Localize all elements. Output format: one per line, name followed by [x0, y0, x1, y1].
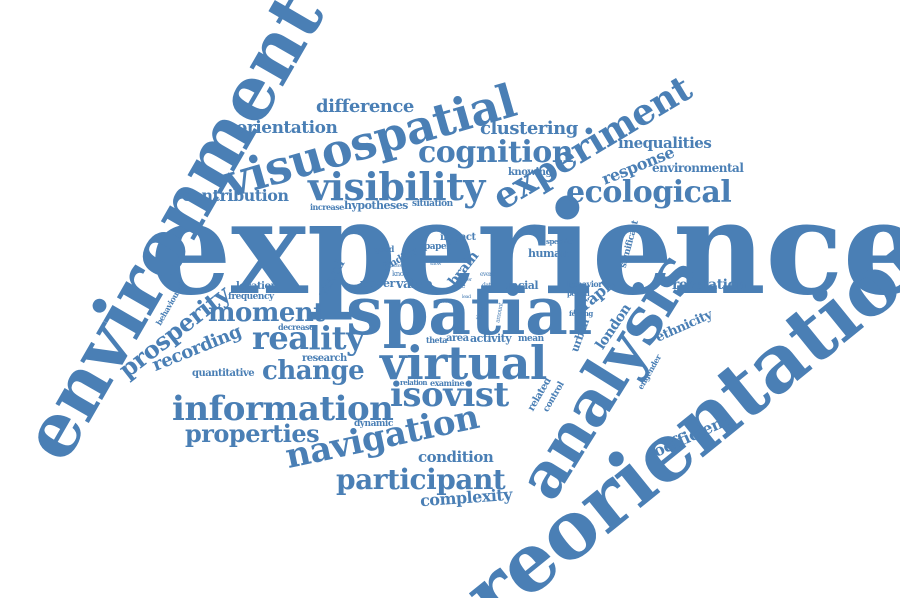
word-research: research [302, 354, 347, 364]
word-difference: difference [316, 98, 414, 116]
word-examine: examine [430, 379, 464, 387]
word-store: store [392, 264, 402, 269]
word-area: area [446, 334, 469, 344]
word-offer: offer [462, 278, 472, 283]
word-power: power [360, 278, 395, 289]
word-orientation: orientation [236, 120, 337, 137]
word-environmental: environmental [652, 162, 743, 174]
word-quantitative: quantitative [192, 369, 254, 379]
word-data: data [482, 283, 493, 289]
word-activity: activity [470, 333, 511, 344]
word-good: good [374, 245, 394, 253]
word-theta: theta [426, 336, 447, 344]
word-situation: situation [412, 200, 453, 209]
word-frequency: frequency [228, 293, 274, 302]
word-racial: racial [506, 280, 538, 291]
word-decrease: decrease [278, 323, 314, 331]
word-mean: mean [518, 335, 544, 344]
word-human: human [528, 248, 568, 259]
word-knowing: knowing [508, 168, 552, 178]
word-revelation: revelation [672, 278, 746, 292]
word-hypotheses: hypotheses [344, 200, 408, 211]
word-paper: paper [424, 243, 450, 252]
word-behavior: behavior [567, 280, 602, 288]
word-ecological: ecological [566, 178, 731, 208]
word-cue: cue [454, 283, 465, 290]
word-relation: relation [400, 379, 427, 386]
word-condition: condition [418, 450, 493, 465]
word-cognition: cognition [418, 138, 573, 168]
word-value: value [396, 278, 432, 291]
word-location: location [236, 282, 277, 292]
word-properties: properties [185, 422, 319, 446]
word-increase: increase [310, 203, 344, 211]
word-period: period [567, 290, 589, 297]
word-dynamic: dynamic [354, 420, 393, 429]
word-lead: lead [462, 295, 471, 300]
word-clustering: clustering [480, 120, 578, 138]
word-feeling: feeling [569, 310, 593, 317]
word-show: show [430, 262, 441, 267]
word-contribution: contribution [182, 188, 289, 204]
word-study: study [440, 300, 451, 305]
word-specific: specific [546, 238, 572, 245]
word-know: know [392, 271, 409, 278]
word-complexity: complexity [420, 487, 513, 509]
word-event: event [480, 272, 494, 278]
